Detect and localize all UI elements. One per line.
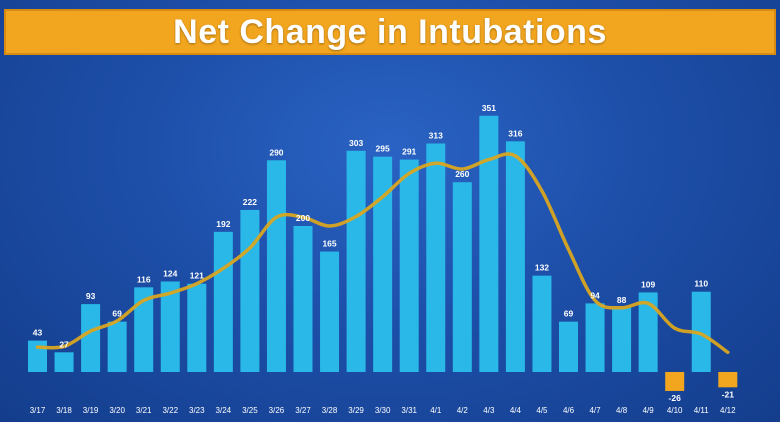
x-tick-label: 3/28 — [322, 406, 338, 415]
x-tick-label: 4/8 — [616, 406, 628, 415]
x-tick-label: 3/31 — [401, 406, 417, 415]
bar-3-29 — [346, 150, 366, 372]
x-tick-label: 3/22 — [162, 406, 178, 415]
x-tick-label: 3/20 — [109, 406, 125, 415]
bar-value-label: 116 — [137, 274, 151, 284]
bar-4-3 — [479, 115, 499, 373]
x-tick-label: 3/21 — [136, 406, 152, 415]
bar-4-1 — [426, 143, 446, 372]
bar-3-31 — [399, 159, 419, 372]
x-tick-label: 3/19 — [83, 406, 99, 415]
bar-3-19 — [81, 304, 101, 372]
bar-value-label: 200 — [296, 213, 310, 223]
bar-4-6 — [559, 321, 578, 372]
bar-value-label: 69 — [112, 309, 122, 319]
x-tick-label: 3/24 — [216, 406, 232, 415]
bar-4-2 — [452, 182, 472, 372]
bar-3-21 — [134, 287, 154, 372]
bar-value-label: 109 — [641, 279, 655, 289]
x-tick-label: 3/29 — [348, 406, 364, 415]
x-tick-label: 3/26 — [269, 406, 285, 415]
bar-3-28 — [320, 251, 340, 372]
x-tick-label: 4/6 — [563, 406, 575, 415]
bar-value-label: 124 — [163, 268, 177, 278]
chart-title-banner: Net Change in Intubations — [4, 9, 776, 55]
x-tick-label: 3/23 — [189, 406, 205, 415]
bar-4-12 — [718, 372, 738, 388]
bar-value-label: 165 — [322, 239, 336, 249]
bar-3-30 — [373, 156, 393, 372]
x-tick-label: 3/25 — [242, 406, 258, 415]
bar-3-23 — [187, 283, 207, 372]
bar-value-label: -26 — [669, 393, 682, 403]
bar-4-5 — [532, 275, 552, 372]
x-tick-label: 4/9 — [643, 406, 655, 415]
bar-4-9 — [638, 292, 658, 372]
x-tick-label: 3/17 — [30, 406, 46, 415]
bar-value-label: 290 — [269, 147, 283, 157]
x-tick-label: 3/27 — [295, 406, 311, 415]
x-tick-label: 4/3 — [483, 406, 495, 415]
bar-value-label: 260 — [455, 169, 469, 179]
bar-4-4 — [505, 141, 525, 372]
x-tick-label: 4/1 — [430, 406, 442, 415]
bar-3-26 — [266, 160, 286, 372]
bar-value-label: 132 — [535, 263, 549, 273]
x-tick-label: 4/11 — [694, 406, 710, 415]
bar-3-18 — [54, 352, 74, 372]
x-tick-label: 4/12 — [720, 406, 736, 415]
bar-value-label: 192 — [216, 219, 230, 229]
bar-value-label: 93 — [86, 291, 96, 301]
bar-value-label: 351 — [482, 103, 496, 113]
bar-4-10 — [665, 372, 685, 391]
x-tick-label: 4/10 — [667, 406, 683, 415]
bar-value-label: 43 — [33, 328, 43, 338]
x-tick-label: 4/5 — [536, 406, 548, 415]
bar-value-label: 303 — [349, 138, 363, 148]
bar-4-8 — [612, 307, 632, 372]
bar-3-24 — [213, 231, 233, 372]
bar-value-label: 121 — [190, 271, 204, 281]
bar-3-17 — [28, 340, 47, 372]
bar-value-label: 316 — [508, 128, 522, 138]
bar-value-label: 88 — [617, 295, 627, 305]
bar-3-25 — [240, 209, 260, 372]
x-tick-label: 3/18 — [56, 406, 72, 415]
bar-4-11 — [691, 291, 711, 372]
chart-title: Net Change in Intubations — [173, 12, 607, 51]
x-tick-label: 4/2 — [457, 406, 469, 415]
bar-value-label: -21 — [722, 389, 735, 399]
bar-value-label: 94 — [590, 290, 600, 300]
bar-value-label: 222 — [243, 197, 257, 207]
bar-3-27 — [293, 226, 313, 372]
bar-4-7 — [585, 303, 605, 372]
x-tick-label: 4/4 — [510, 406, 522, 415]
x-tick-label: 3/30 — [375, 406, 391, 415]
bar-value-label: 27 — [59, 339, 69, 349]
bar-value-label: 69 — [564, 309, 574, 319]
bar-value-label: 291 — [402, 147, 416, 157]
bar-value-label: 313 — [429, 131, 443, 141]
bar-value-label: 110 — [694, 279, 708, 289]
x-tick-label: 4/7 — [589, 406, 601, 415]
trend-line — [35, 152, 730, 355]
bar-3-22 — [160, 281, 180, 372]
bar-3-20 — [107, 321, 127, 372]
bar-value-label: 295 — [376, 144, 390, 154]
